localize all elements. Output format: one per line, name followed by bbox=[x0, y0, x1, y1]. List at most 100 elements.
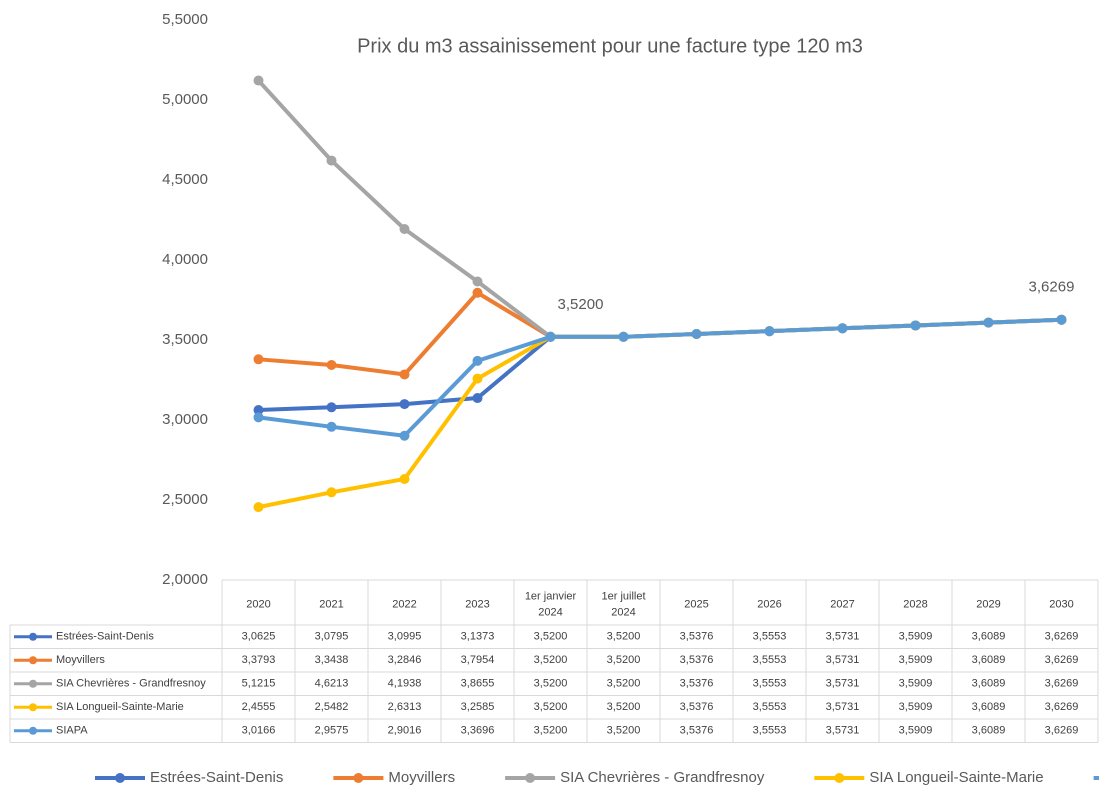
table-cell: 3,3793 bbox=[242, 654, 276, 666]
data-point bbox=[326, 155, 337, 166]
data-point bbox=[326, 421, 337, 432]
data-point bbox=[326, 487, 337, 498]
table-legend-key bbox=[29, 656, 37, 665]
y-tick-label: 3,0000 bbox=[162, 411, 208, 428]
series-line bbox=[258, 317, 1062, 438]
x-tick-label: 2029 bbox=[976, 598, 1000, 610]
table-cell: 3,5200 bbox=[607, 725, 641, 737]
legend-key bbox=[353, 773, 364, 783]
x-tick-label: 2030 bbox=[1049, 598, 1073, 610]
x-tick-label: 2021 bbox=[319, 598, 343, 610]
table-cell: 3,5553 bbox=[753, 725, 787, 737]
table-cell: 2,9575 bbox=[315, 725, 349, 737]
chart-title: Prix du m3 assainissement pour une factu… bbox=[357, 35, 863, 57]
y-tick-label: 4,5000 bbox=[162, 171, 208, 188]
data-point bbox=[472, 276, 483, 287]
table-cell: 3,6269 bbox=[1045, 725, 1079, 737]
table-cell: 3,5200 bbox=[607, 678, 641, 690]
data-point bbox=[253, 405, 264, 415]
table-cell: 3,5376 bbox=[680, 725, 714, 737]
table-cell: 3,0995 bbox=[388, 631, 422, 643]
data-point bbox=[253, 354, 264, 365]
table-cell: 3,7954 bbox=[461, 654, 495, 666]
table-cell: 3,5200 bbox=[607, 701, 641, 713]
table-cell: 3,8655 bbox=[461, 678, 495, 690]
table-cell: 3,5553 bbox=[753, 654, 787, 666]
data-label: 3,6269 bbox=[1029, 279, 1075, 296]
data-point bbox=[326, 359, 337, 370]
table-cell: 3,5553 bbox=[753, 678, 787, 690]
table-cell: 3,6269 bbox=[1045, 654, 1079, 666]
table-row-label: SIA Chevrières - Grandfresnoy bbox=[56, 678, 206, 690]
data-point bbox=[691, 328, 702, 339]
table-cell: 3,5376 bbox=[680, 678, 714, 690]
table-cell: 2,6313 bbox=[388, 701, 422, 713]
table-row-label: Moyvillers bbox=[56, 654, 105, 666]
table-cell: 5,1215 bbox=[242, 678, 276, 690]
y-tick-label: 5,0000 bbox=[162, 91, 208, 108]
table-cell: 3,2585 bbox=[461, 701, 495, 713]
table-cell: 3,3438 bbox=[315, 654, 349, 666]
table-cell: 3,6089 bbox=[972, 631, 1006, 643]
table-cell: 3,2846 bbox=[388, 654, 422, 666]
y-tick-label: 5,5000 bbox=[162, 11, 208, 28]
data-point bbox=[472, 393, 483, 404]
legend-label: SIA Longueil-Sainte-Marie bbox=[869, 769, 1043, 786]
table-cell: 3,5909 bbox=[899, 654, 933, 666]
data-point bbox=[472, 287, 483, 298]
table-cell: 3,6269 bbox=[1045, 678, 1079, 690]
legend-label: Moyvillers bbox=[388, 769, 455, 786]
x-tick-label: 2020 bbox=[246, 598, 270, 610]
table-cell: 3,5909 bbox=[899, 631, 933, 643]
table-cell: 3,5200 bbox=[534, 678, 568, 690]
table-legend-key bbox=[29, 703, 37, 712]
legend-label: Estrées-Saint-Denis bbox=[150, 769, 283, 786]
data-point bbox=[837, 323, 848, 334]
data-point bbox=[764, 326, 775, 337]
data-point bbox=[399, 430, 410, 441]
table-cell: 3,5909 bbox=[899, 725, 933, 737]
data-point bbox=[472, 355, 483, 366]
table-cell: 3,5731 bbox=[826, 654, 860, 666]
legend-key bbox=[834, 773, 845, 783]
table-cell: 3,3696 bbox=[461, 725, 495, 737]
table-cell: 4,1938 bbox=[388, 678, 422, 690]
table-cell: 3,5200 bbox=[534, 701, 568, 713]
data-point bbox=[1056, 314, 1067, 325]
data-label: 3,5200 bbox=[558, 296, 604, 313]
table-cell: 3,6089 bbox=[972, 654, 1006, 666]
table-row-label: SIA Longueil-Sainte-Marie bbox=[56, 701, 184, 713]
table-cell: 3,5909 bbox=[899, 678, 933, 690]
table-cell: 3,6089 bbox=[972, 678, 1006, 690]
table-cell: 3,1373 bbox=[461, 631, 495, 643]
x-tick-label: 2026 bbox=[757, 598, 781, 610]
legend-label: SIA Chevrières - Grandfresnoy bbox=[560, 769, 765, 786]
table-row-label: Estrées-Saint-Denis bbox=[56, 631, 154, 643]
table-cell: 2,9016 bbox=[388, 725, 422, 737]
table-cell: 3,5200 bbox=[534, 654, 568, 666]
table-cell: 3,5200 bbox=[607, 654, 641, 666]
table-cell: 3,5376 bbox=[680, 654, 714, 666]
data-point bbox=[983, 317, 994, 328]
data-point bbox=[618, 331, 629, 342]
data-point bbox=[399, 399, 410, 410]
table-cell: 3,5200 bbox=[534, 631, 568, 643]
table-cell: 3,6269 bbox=[1045, 631, 1079, 643]
table-cell: 3,5376 bbox=[680, 631, 714, 643]
x-tick-label: 1er janvier 2024 bbox=[525, 590, 577, 618]
legend-key bbox=[115, 773, 125, 783]
x-tick-label: 2022 bbox=[392, 598, 416, 610]
y-tick-label: 2,5000 bbox=[162, 491, 208, 508]
table-cell: 3,6089 bbox=[972, 725, 1006, 737]
table-cell: 2,4555 bbox=[242, 701, 276, 713]
table-cell: 3,6269 bbox=[1045, 701, 1079, 713]
table-cell: 2,5482 bbox=[315, 701, 349, 713]
table-legend-key bbox=[29, 632, 37, 641]
y-tick-label: 3,5000 bbox=[162, 331, 208, 348]
table-cell: 3,5376 bbox=[680, 701, 714, 713]
table-cell: 4,6213 bbox=[315, 678, 349, 690]
table-cell: 3,5909 bbox=[899, 701, 933, 713]
table-cell: 3,0625 bbox=[242, 631, 276, 643]
